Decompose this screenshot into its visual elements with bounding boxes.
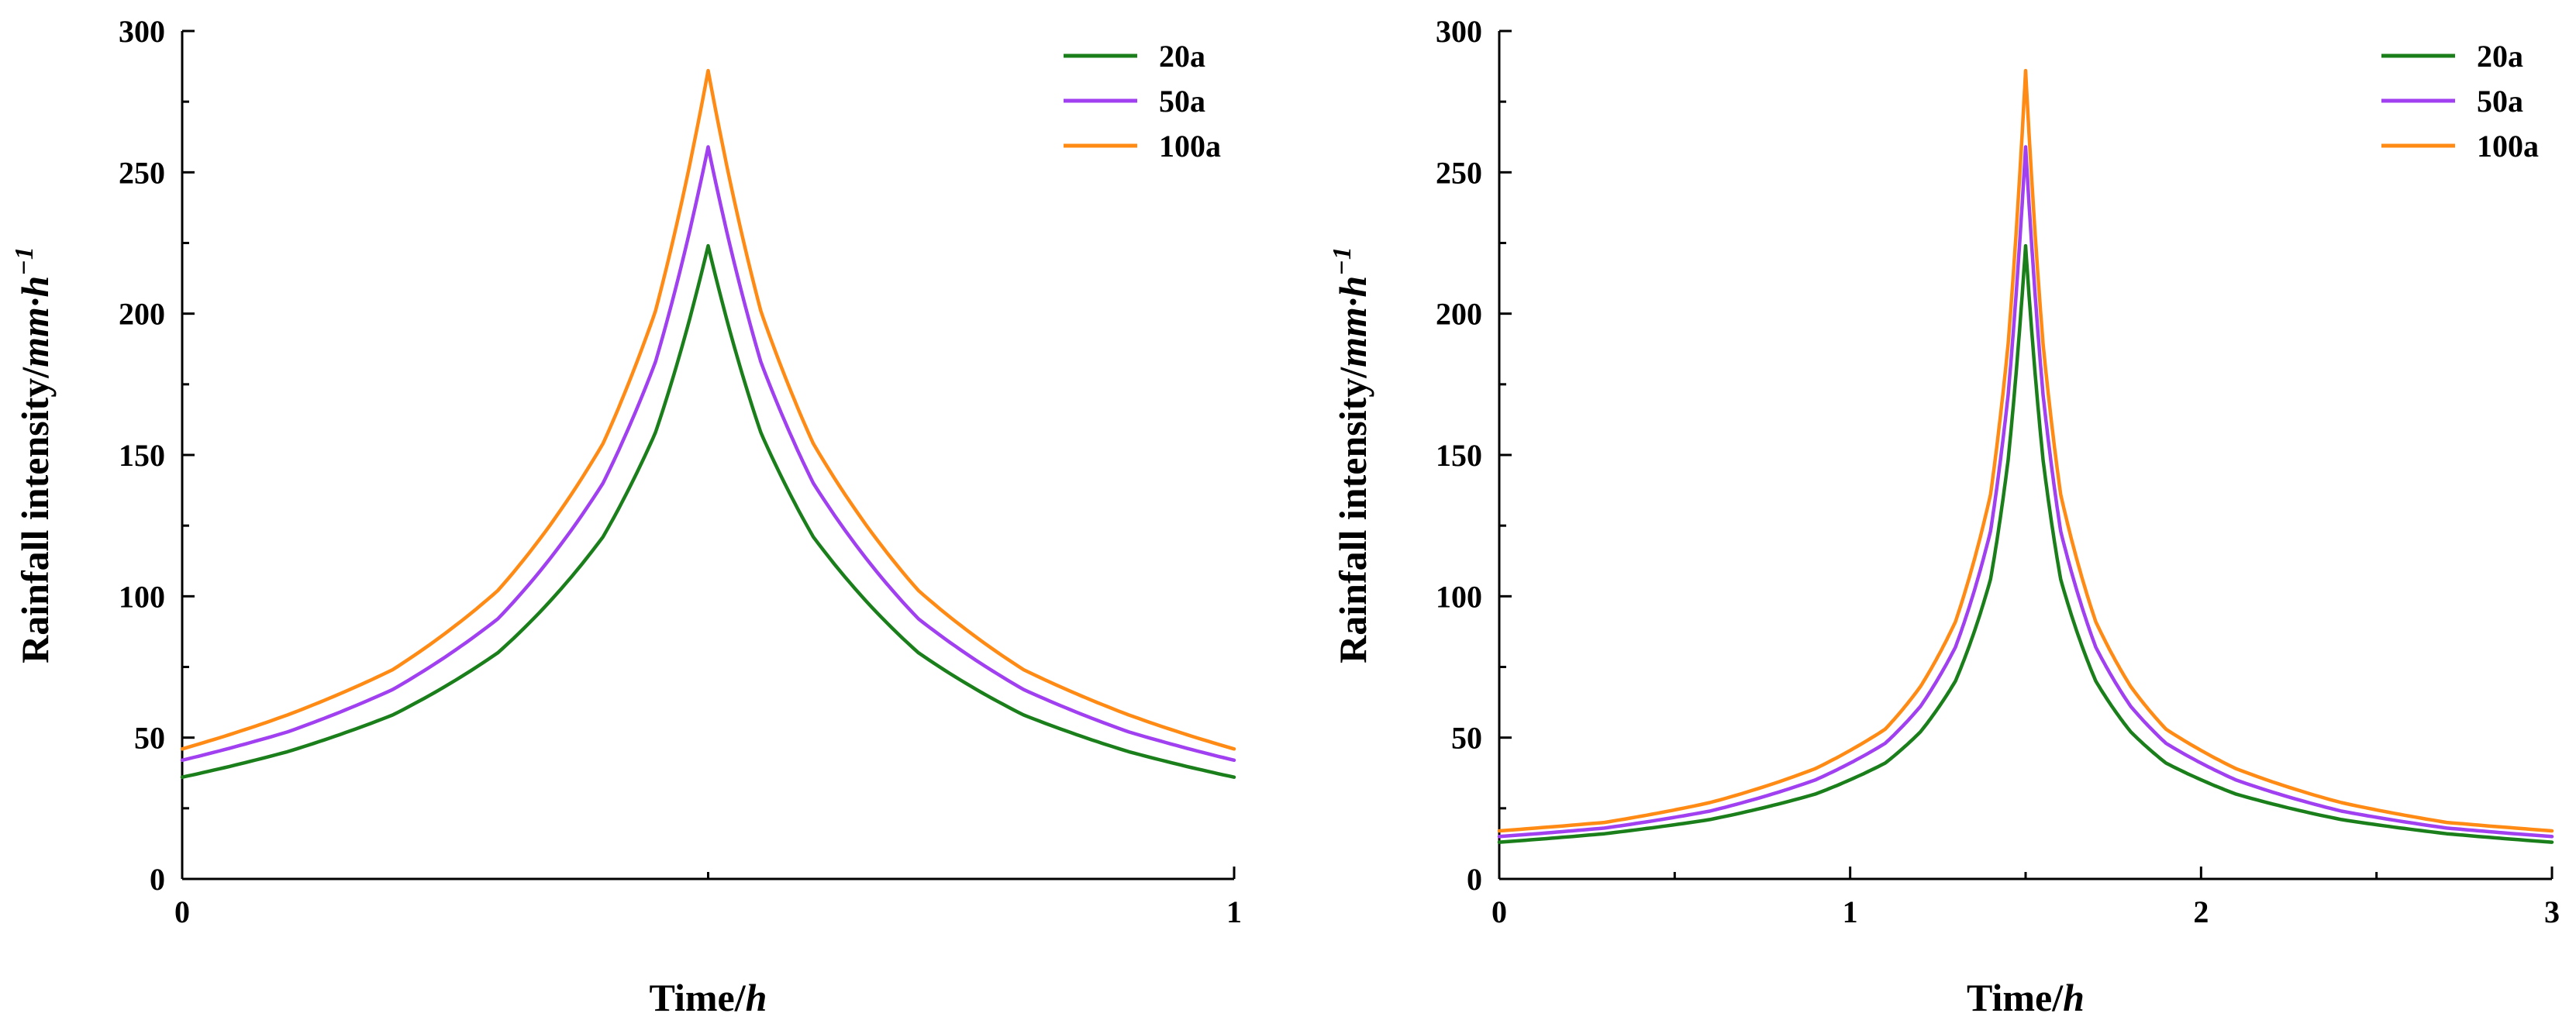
series-line-100a <box>180 68 1236 751</box>
y-tick-label: 0 <box>1467 862 1482 897</box>
x-tick-label: 3 <box>2544 894 2560 929</box>
y-tick-label: 300 <box>1436 14 1482 49</box>
y-axis-title-text: Rainfall intensity/ <box>1331 367 1374 663</box>
series-line-20a <box>1497 243 2554 844</box>
y-tick-label: 200 <box>119 297 165 332</box>
chart-right: 0 50 100 150 200 250 300 0 1 2 3 20a 50a 100a Time/h Ra… <box>1328 14 2560 1019</box>
x-tick-label: 0 <box>1491 894 1507 929</box>
y-tick-label: 100 <box>1436 579 1482 614</box>
y-axis-title-exponent: −1 <box>10 246 39 276</box>
series-line-50a <box>180 145 1236 763</box>
x-tick-label: 1 <box>1843 894 1858 929</box>
x-tick-label: 2 <box>2193 894 2209 929</box>
legend-label: 20a <box>1159 39 1205 74</box>
legend-label: 20a <box>2477 39 2523 74</box>
x-axis-title: Time/h <box>1967 976 2085 1016</box>
legend-label: 100a <box>1159 129 1221 164</box>
series-line-50a <box>1497 145 2554 839</box>
y-tick-label: 250 <box>1436 155 1482 190</box>
x-axis-title-var: h <box>2063 976 2085 1016</box>
y-tick-label: 50 <box>134 721 165 756</box>
y-tick-label: 200 <box>1436 297 1482 332</box>
y-axis-title-text: Rainfall intensity/ <box>13 367 57 663</box>
chart-left: 0 50 100 150 200 250 300 0 1 20a 50a 100a Time/h Rain… <box>10 14 1242 1019</box>
y-tick-label: 150 <box>1436 438 1482 473</box>
y-tick-label: 250 <box>119 155 165 190</box>
y-axis-title-unit: mm·h <box>1331 276 1374 367</box>
x-axis-title: Time/h <box>650 976 767 1016</box>
y-axis-title-exponent: −1 <box>1328 246 1357 276</box>
x-axis-title-var: h <box>746 976 767 1016</box>
x-tick-label: 1 <box>1226 894 1242 929</box>
y-tick-label: 300 <box>119 14 165 49</box>
y-tick-label: 150 <box>119 438 165 473</box>
y-tick-label: 0 <box>150 862 165 897</box>
x-tick-label: 0 <box>174 894 190 929</box>
y-axis-title-unit: mm·h <box>13 276 57 367</box>
x-axis-title-text: Time/ <box>1967 976 2064 1016</box>
series-line-20a <box>180 243 1236 779</box>
legend-label: 50a <box>1159 84 1205 119</box>
x-axis-title-text: Time/ <box>650 976 747 1016</box>
y-axis-title: Rainfall intensity/mm·h−1 <box>10 246 57 663</box>
y-tick-label: 50 <box>1451 721 1482 756</box>
y-tick-label: 100 <box>119 579 165 614</box>
series-line-100a <box>1497 68 2554 833</box>
legend-label: 50a <box>2477 84 2523 119</box>
y-axis-title: Rainfall intensity/mm·h−1 <box>1328 246 1374 663</box>
legend-label: 100a <box>2477 129 2539 164</box>
